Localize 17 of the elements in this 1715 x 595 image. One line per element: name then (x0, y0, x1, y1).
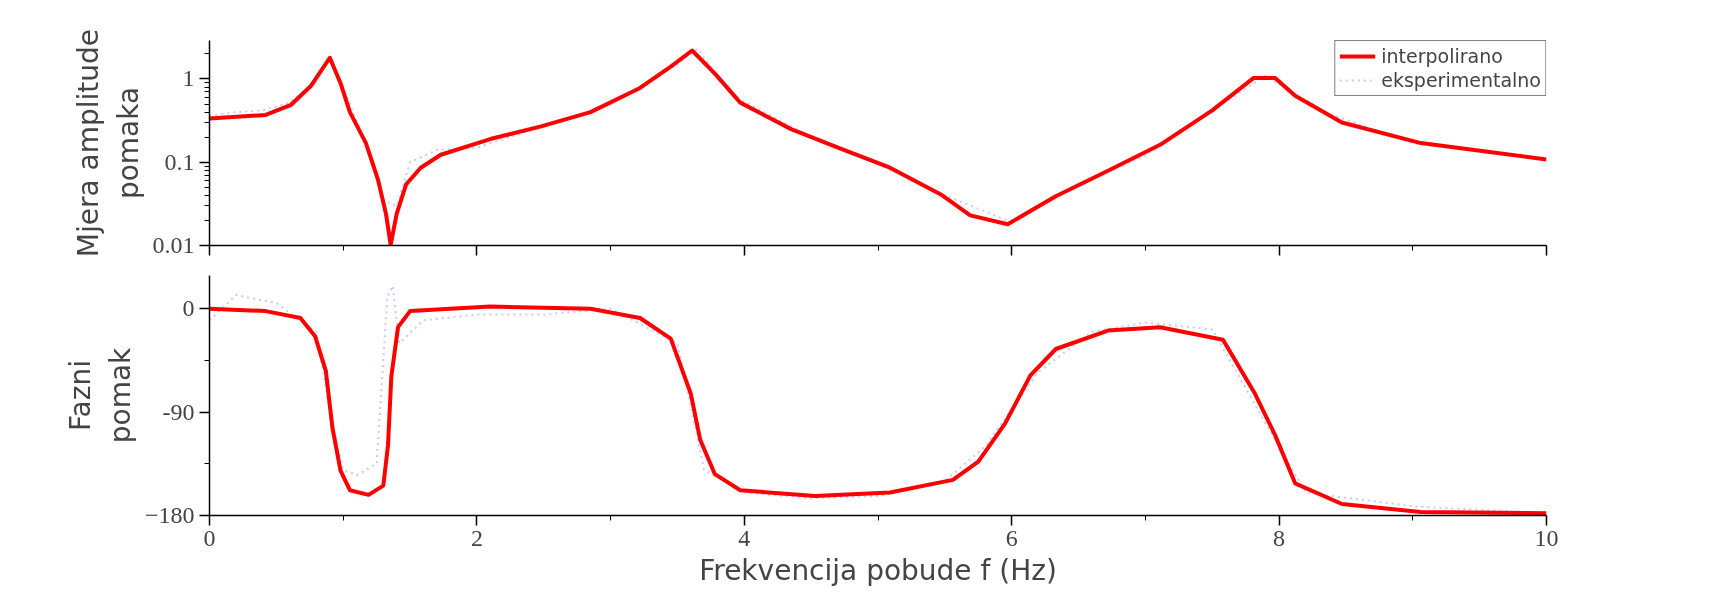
x-axis-title: Frekvencija pobude f (Hz) (699, 553, 1057, 587)
y-tick-label: 1 (182, 65, 195, 92)
x-tick-label: 8 (1273, 524, 1286, 551)
legend-label: eksperimentalno (1381, 69, 1541, 91)
x-tick-label: 10 (1534, 524, 1559, 551)
y-axis-title: Mjera amplitude pomaka (71, 28, 145, 258)
y-tick-label: 0.01 (152, 232, 195, 258)
y-tick-label: −180 (144, 502, 195, 528)
y-tick-label: -90 (162, 398, 195, 425)
x-tick-label: 0 (203, 524, 216, 551)
legend-label: interpolirano (1381, 45, 1503, 67)
x-tick-label: 6 (1005, 524, 1018, 551)
x-tick-label: 4 (738, 524, 751, 551)
x-tick-label: 2 (470, 524, 483, 551)
y-tick-label: 0 (182, 295, 195, 322)
y-axis-title: Fazni pomak (64, 346, 137, 444)
y-tick-label: 0.1 (164, 148, 195, 175)
